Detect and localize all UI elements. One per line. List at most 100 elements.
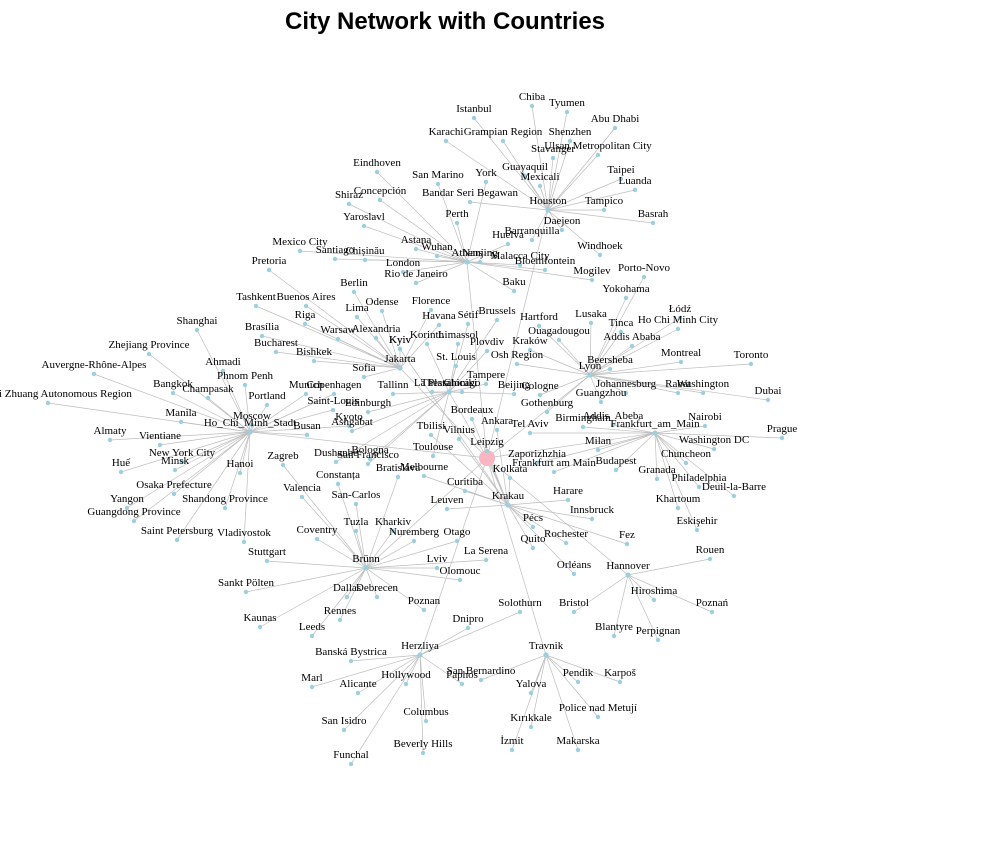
label-orleans: Orléans (557, 559, 591, 571)
node-mexicali (537, 183, 543, 189)
node-plovdiv (484, 348, 490, 354)
edge-athens-yaroslavl (363, 225, 468, 263)
edge-lyon-tinca (589, 331, 622, 376)
label-warsaw: Warsaw (320, 324, 355, 336)
edge-athens-rio-de-janeiro (415, 261, 468, 284)
node-columbus (423, 718, 429, 724)
node-rabat (675, 390, 681, 396)
node-curitiba (462, 488, 468, 494)
node-zaporizhzhia (534, 460, 540, 466)
node-san-carlos (353, 501, 359, 507)
node-brasilia (259, 333, 265, 339)
label-abu-dhabi: Abu Dhabi (591, 113, 640, 125)
node-wuhan (434, 253, 440, 259)
edge-lyon-toronto (589, 363, 752, 376)
label-beverly-hills: Beverly Hills (394, 738, 453, 750)
node-york (483, 179, 489, 185)
edge-brunn-otago (365, 540, 458, 569)
edge-herzliya-alicante (357, 654, 421, 694)
node-auvergne-rhone-alpes (91, 371, 97, 377)
label-riga: Riga (295, 309, 316, 321)
node-nuremberg (411, 538, 417, 544)
node-munich (303, 391, 309, 397)
node-nairobi (702, 423, 708, 429)
label-stuttgart: Stuttgart (248, 546, 286, 558)
edge-krakau-tbilisi (430, 434, 509, 506)
edge-houston-barranquilla (531, 209, 549, 241)
label-rio-de-janeiro: Rio de Janeiro (384, 268, 448, 280)
label-pecs: Pécs (523, 512, 543, 524)
label-stavanger: Stavanger (531, 143, 575, 155)
edge-hannover-poznan (627, 574, 713, 613)
edge-houston-daejeon (547, 209, 563, 231)
node-st-louis (453, 363, 459, 369)
edge-athens-malacca-city (466, 261, 521, 266)
label-astana: Astana (401, 234, 432, 246)
label-washington: Washington (677, 378, 730, 390)
edge-houston-istanbul (473, 117, 549, 211)
node-dushanbe (333, 459, 339, 465)
node-sankt-polten (243, 589, 249, 595)
node-izmit (509, 747, 515, 753)
node-otago (454, 538, 460, 544)
edge-krakau-quito (507, 504, 534, 549)
label-brasilia: Brasília (245, 321, 279, 333)
edge-jakarta-tashkent (255, 305, 401, 369)
edge-lyon-lusaka (589, 322, 592, 376)
node-fez (624, 541, 630, 547)
edge-brunn-coventry (316, 538, 367, 569)
label-manila: Manila (165, 407, 196, 419)
node-budapest (613, 467, 619, 473)
label-odense: Odense (366, 296, 399, 308)
hub-node-herzliya (417, 652, 423, 658)
node-coventry (314, 536, 320, 542)
edge-houston-luanda (547, 189, 636, 211)
node-prague (779, 435, 785, 441)
edge-jakarta-berlin (353, 291, 401, 369)
node-osaka-prefecture (171, 491, 177, 497)
edge-frankfurt-am-main-budapest (615, 432, 656, 471)
node-limassol (455, 341, 461, 347)
label-ulsan-metropolitan-city: Ulsan Metropolitan City (544, 140, 652, 152)
label-addis-abeba: Addis_Abeba (583, 410, 644, 422)
label-fez: Fez (619, 529, 635, 541)
edge-ho-chi-minh-stadt-portland (249, 404, 268, 433)
label-valencia: Valencia (283, 482, 321, 494)
label-lima: Lima (345, 302, 368, 314)
label-bristol: Bristol (559, 597, 589, 609)
edge-herzliya-paphos (419, 654, 463, 685)
label-guangzhou: Guangzhou (576, 387, 627, 399)
node-poznan (421, 607, 427, 613)
edge-athens-baku (466, 261, 515, 292)
edge-krakau-kolkata (507, 477, 511, 506)
label-alicante: Alicante (339, 678, 376, 690)
hub-label-athens: Athens (451, 247, 482, 259)
edge-thessaloniki-ashgabat (351, 391, 450, 432)
node-bucharest (273, 349, 279, 355)
edge-ho-chi-minh-stadt-saint-petersburg (176, 431, 251, 541)
label-nanjing: Nanjing (462, 247, 498, 259)
label-york: York (475, 167, 497, 179)
edge-thessaloniki-limassol (448, 343, 459, 393)
node-shiraz (346, 201, 352, 207)
edge-jakarta-bucharest (275, 351, 401, 369)
label-new-york-city: New York City (149, 447, 216, 459)
edge-lyon-rabat (589, 374, 679, 394)
node-innsbruck (589, 516, 595, 522)
label-tallinn: Tallinn (377, 379, 409, 391)
label-shandong-province: Shandong Province (182, 493, 268, 505)
edge-frankfurt-am-main-washington-dc (654, 432, 715, 450)
node-karpos (617, 679, 623, 685)
label-munich: Munich (289, 379, 324, 391)
node-washington (700, 390, 706, 396)
edge-houston-guayaquil (524, 175, 549, 211)
edge-jakarta-lima (356, 316, 401, 369)
hub-node-lyon (587, 372, 593, 378)
node-alexandria (373, 335, 379, 341)
label-pretoria: Pretoria (252, 255, 287, 267)
edge-jakarta-florence (399, 309, 432, 369)
hub-label-thessaloniki: Thessaloniki (421, 377, 477, 389)
node-dnipro (465, 625, 471, 631)
node-guangdong-province (131, 518, 137, 524)
label-kyiv: Kyiv (389, 334, 412, 346)
